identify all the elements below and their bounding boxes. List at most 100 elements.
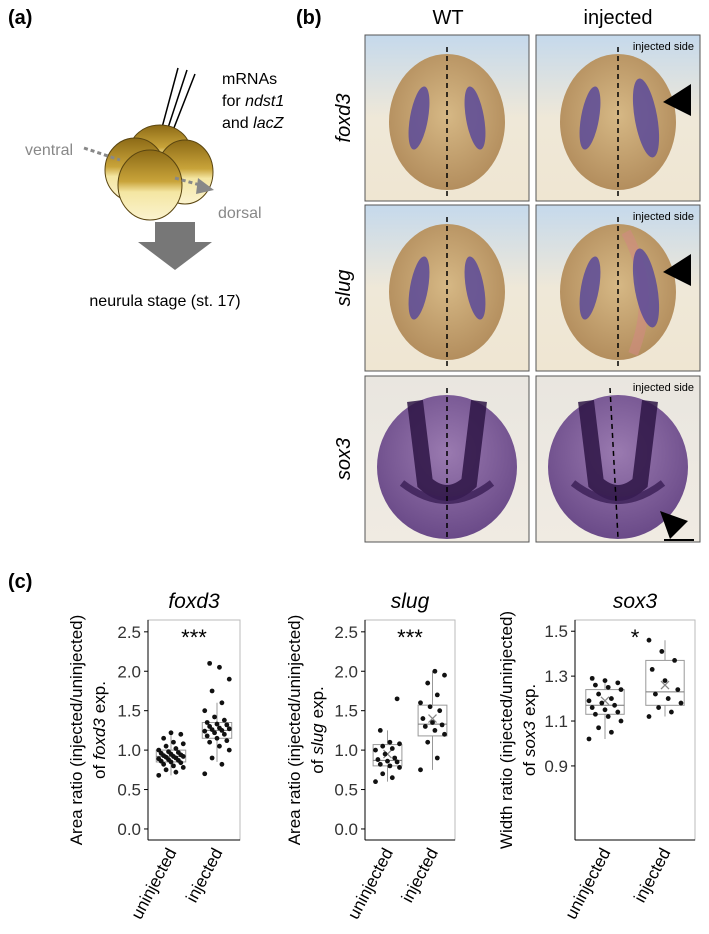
data-point bbox=[439, 722, 445, 728]
data-point bbox=[397, 741, 402, 747]
data-point bbox=[394, 696, 400, 702]
staining bbox=[579, 86, 601, 150]
chart-title: foxd3 bbox=[168, 590, 220, 613]
data-point bbox=[389, 775, 395, 781]
data-point bbox=[219, 700, 225, 706]
y-tick-label: 0.0 bbox=[334, 820, 358, 839]
y-tick-label: 1.3 bbox=[544, 667, 568, 686]
data-point bbox=[422, 724, 428, 729]
annotation: mRNAs bbox=[222, 71, 277, 88]
gene: foxd3 bbox=[90, 718, 109, 760]
data-point bbox=[605, 684, 611, 690]
data-point bbox=[596, 691, 601, 697]
panel-label: (b) bbox=[296, 7, 322, 29]
annotation: injected side bbox=[633, 41, 694, 53]
data-point bbox=[214, 735, 220, 741]
y-tick-label: 1.5 bbox=[334, 702, 358, 721]
data-point bbox=[156, 747, 162, 753]
chart-title: sox3 bbox=[613, 590, 658, 613]
data-point bbox=[178, 731, 184, 737]
staining bbox=[408, 86, 430, 150]
data-point bbox=[646, 637, 652, 643]
staining bbox=[464, 256, 486, 320]
data-point bbox=[602, 678, 608, 684]
data-point bbox=[224, 738, 230, 744]
data-point bbox=[392, 755, 398, 761]
data-point bbox=[599, 700, 605, 706]
data-point bbox=[596, 725, 601, 731]
y-tick-label: 0.5 bbox=[117, 781, 141, 800]
x-tick-label: injected bbox=[398, 845, 442, 906]
data-point bbox=[207, 724, 213, 729]
data-point bbox=[653, 691, 658, 697]
column-label: WT bbox=[432, 7, 463, 29]
y-axis-label: Area ratio (injected/uninjected) bbox=[285, 615, 304, 846]
data-point bbox=[204, 720, 210, 725]
embryo-schematic bbox=[83, 67, 214, 270]
significance: * bbox=[631, 625, 640, 650]
y-tick-label: 1.0 bbox=[117, 741, 141, 760]
y-axis-label: Area ratio (injected/uninjected) bbox=[67, 615, 86, 846]
data-point bbox=[675, 687, 681, 692]
data-point bbox=[602, 707, 608, 713]
y-tick-label: 0.0 bbox=[117, 820, 141, 839]
data-point bbox=[432, 668, 438, 674]
annotation: and lacZ bbox=[222, 115, 285, 132]
data-point bbox=[586, 698, 592, 704]
staining bbox=[579, 256, 601, 320]
data-point bbox=[373, 747, 378, 753]
arrowhead bbox=[663, 84, 691, 116]
annotation: for bbox=[222, 93, 241, 110]
annotation: injected side bbox=[633, 211, 694, 223]
data-point bbox=[434, 692, 440, 698]
x-tick-label: injected bbox=[630, 845, 674, 906]
data-point bbox=[669, 709, 674, 715]
data-point bbox=[389, 746, 395, 751]
gene: ndst1 bbox=[245, 93, 284, 110]
data-point bbox=[432, 727, 438, 733]
data-point bbox=[226, 726, 232, 732]
data-point bbox=[425, 739, 431, 745]
data-point bbox=[219, 761, 225, 767]
data-point bbox=[612, 702, 617, 708]
y-axis-label: of foxd3 exp. bbox=[90, 681, 109, 779]
y-tick-label: 0.9 bbox=[544, 757, 568, 776]
staining bbox=[464, 86, 486, 150]
y-tick-label: 1.1 bbox=[544, 712, 568, 731]
row-label: slug bbox=[333, 270, 355, 307]
data-point bbox=[609, 696, 614, 701]
data-point bbox=[209, 755, 215, 761]
data-point bbox=[662, 678, 668, 684]
data-point bbox=[180, 765, 186, 770]
data-point bbox=[387, 763, 393, 769]
staining bbox=[570, 480, 666, 504]
y-tick-label: 0.5 bbox=[334, 781, 358, 800]
midline bbox=[609, 387, 619, 539]
x-tick-label: uninjected bbox=[127, 845, 180, 922]
data-point bbox=[217, 664, 222, 670]
x-tick-label: injected bbox=[182, 845, 226, 906]
charts: foxd3 *** 0.0 0.5 1.0 1.5 2.0 2.5 Area ratio (in… bbox=[67, 590, 696, 922]
data-point bbox=[168, 730, 174, 736]
data-point bbox=[156, 756, 162, 762]
annotation: and bbox=[222, 115, 249, 132]
data-point bbox=[437, 708, 443, 714]
data-point bbox=[166, 749, 171, 755]
data-point bbox=[646, 714, 652, 719]
data-point bbox=[224, 722, 230, 728]
x-tick-label: uninjected bbox=[561, 845, 614, 922]
data-point bbox=[202, 728, 208, 734]
data-point bbox=[217, 743, 222, 749]
y-axis-label: exp. bbox=[520, 684, 539, 716]
arrowhead bbox=[660, 511, 688, 539]
data-point bbox=[382, 751, 388, 757]
data-point bbox=[618, 687, 624, 692]
y-axis-label: of bbox=[520, 762, 539, 776]
data-point bbox=[678, 700, 684, 706]
y-axis-label: Width ratio (injected/uninjected) bbox=[497, 611, 516, 849]
data-point bbox=[618, 718, 624, 724]
panel-label: (c) bbox=[8, 571, 32, 593]
data-point bbox=[586, 736, 592, 742]
data-point bbox=[397, 765, 402, 770]
stage-label: neurula stage (st. 17) bbox=[89, 293, 240, 310]
